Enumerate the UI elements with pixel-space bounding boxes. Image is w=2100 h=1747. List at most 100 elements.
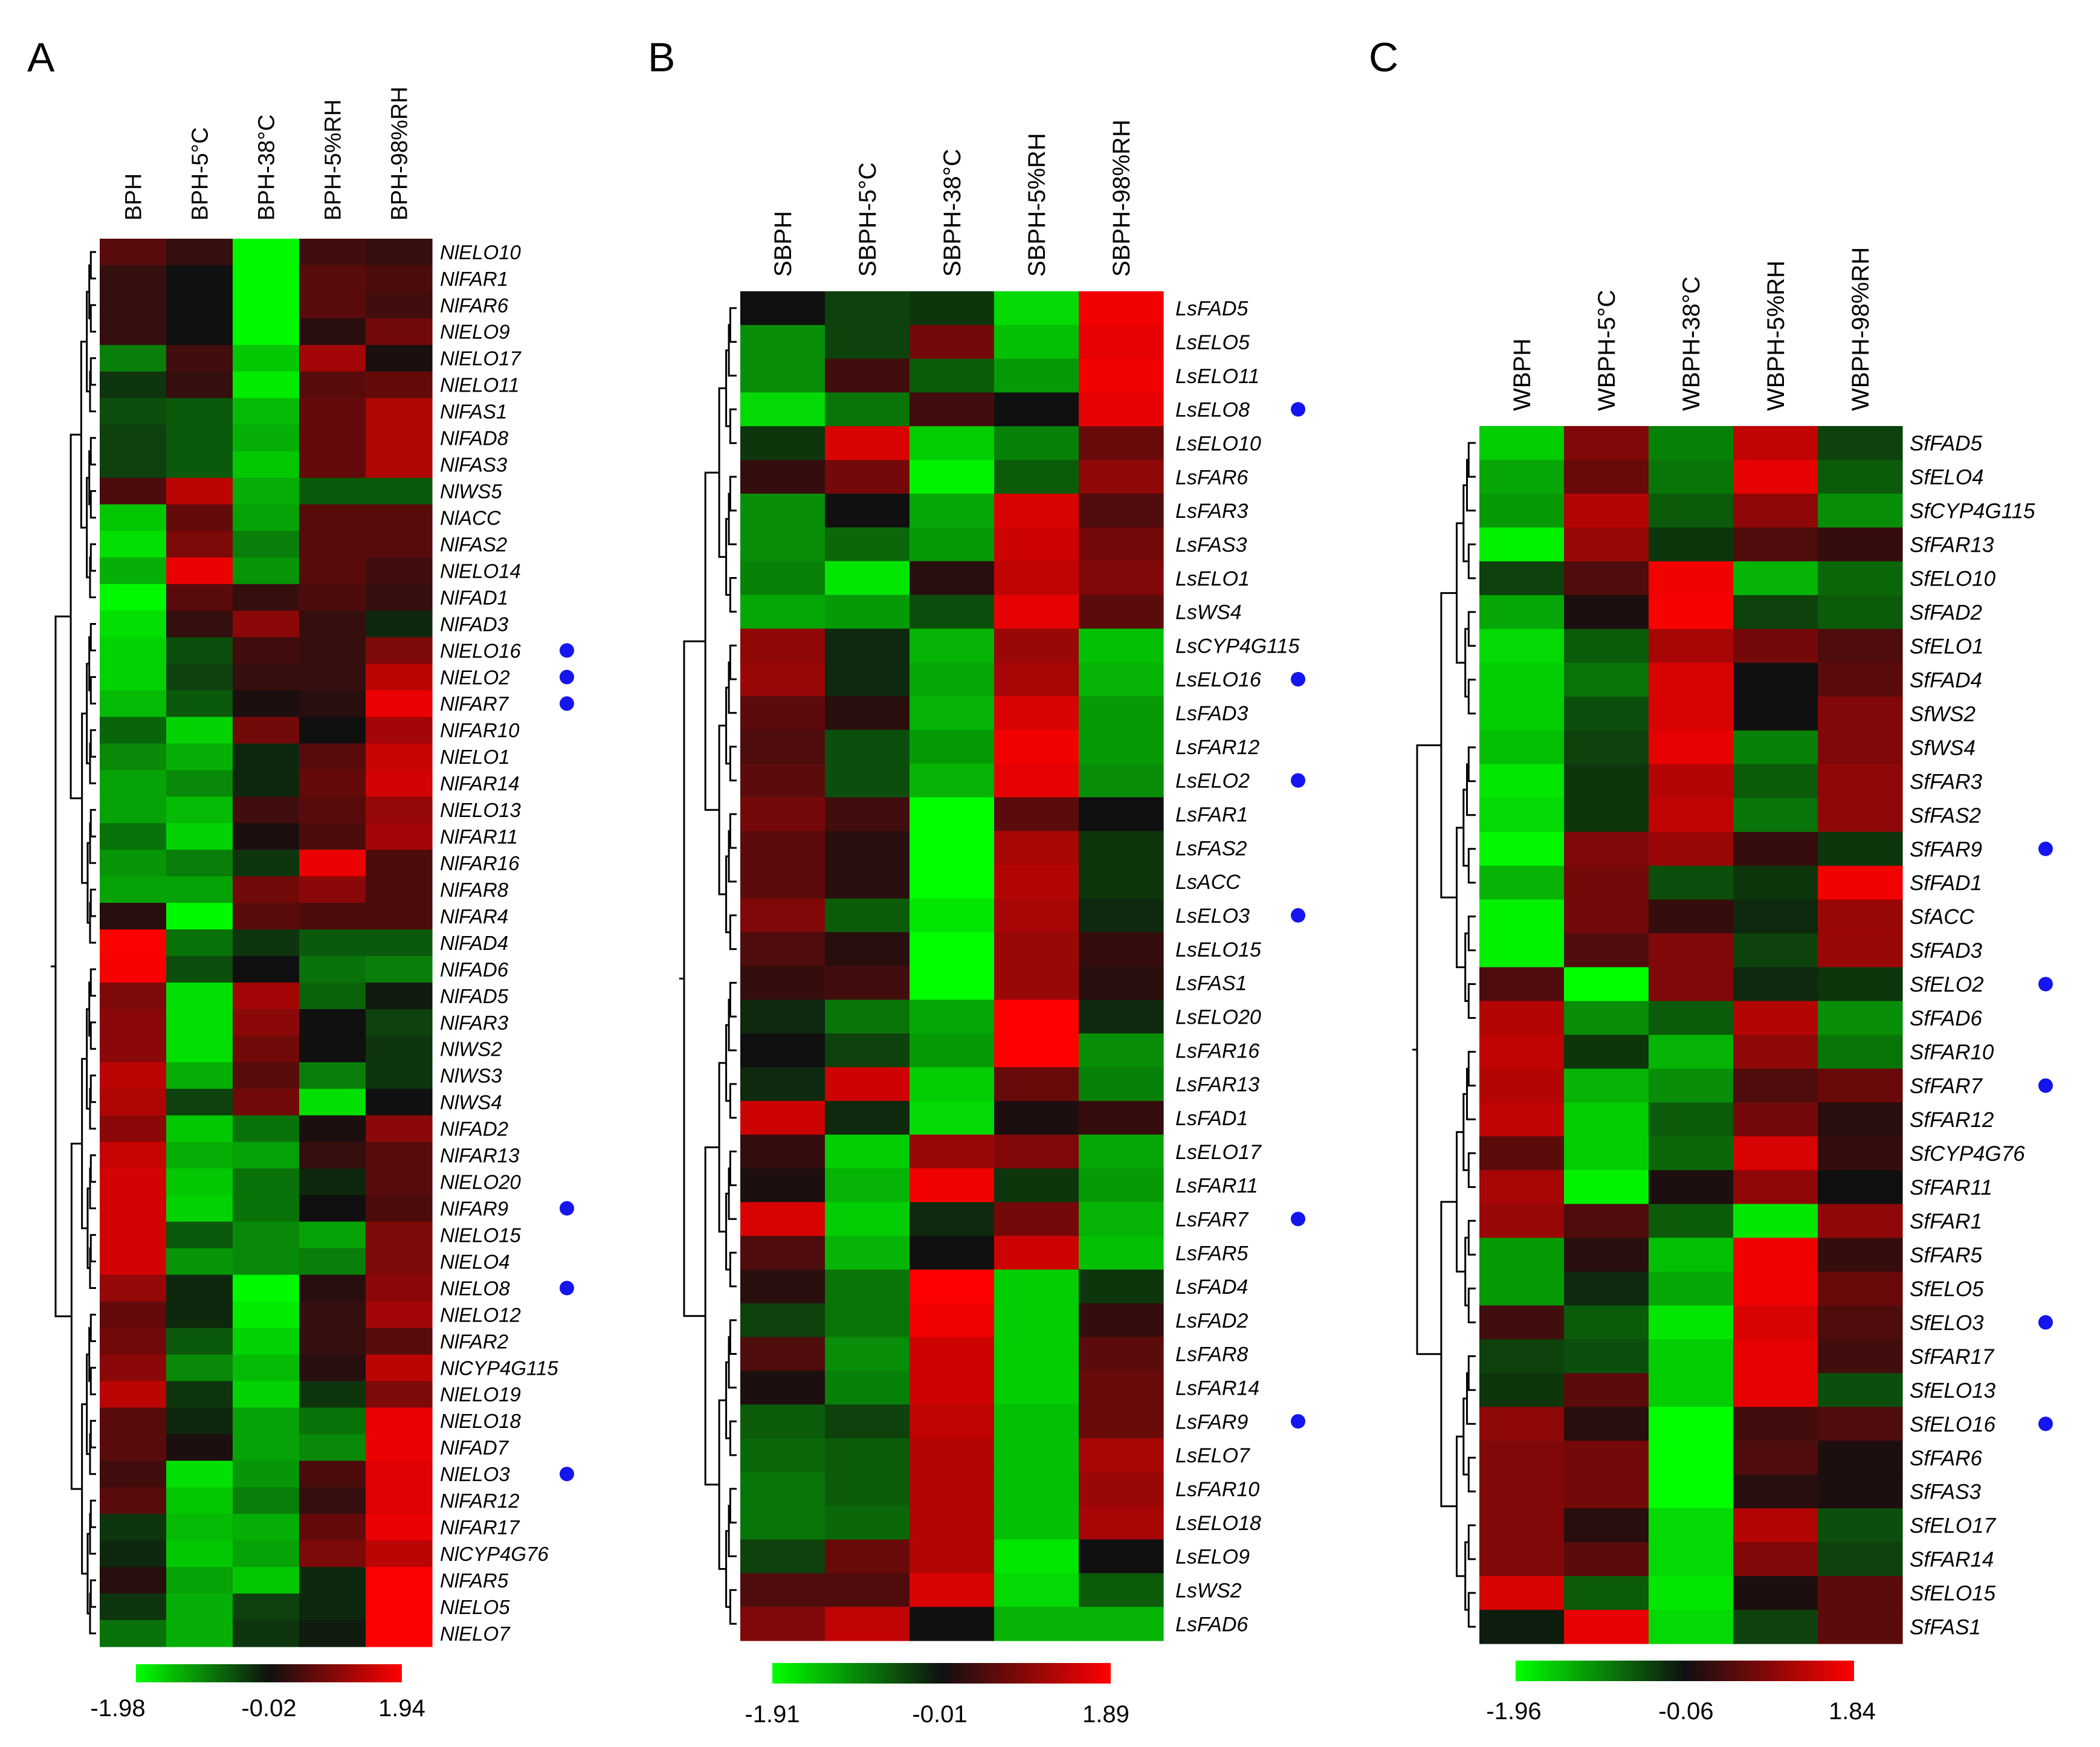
heatmap-cell — [1733, 527, 1818, 562]
heatmap-cell — [825, 1100, 910, 1135]
row-label: LsELO5 — [1175, 331, 1250, 354]
panel-b-legend-mid: -0.01 — [912, 1701, 967, 1728]
heatmap-cell — [233, 291, 300, 319]
row-label: NlFAD2 — [440, 1118, 508, 1140]
heatmap-cell — [299, 477, 366, 505]
heatmap-cell — [994, 1134, 1079, 1169]
heatmap-cell — [1649, 1102, 1734, 1137]
heatmap-cell — [233, 1434, 300, 1461]
heatmap-cell — [299, 371, 366, 399]
heatmap-cell — [366, 1381, 433, 1408]
heatmap-cell — [1079, 1404, 1164, 1439]
row-label: NlELO15 — [440, 1224, 522, 1247]
heatmap-cell — [366, 1514, 433, 1541]
heatmap-cell — [740, 493, 825, 528]
heatmap-cell — [299, 796, 366, 824]
heatmap-cell — [166, 557, 233, 585]
row-label: LsFAR7 — [1175, 1208, 1249, 1231]
heatmap-cell — [740, 1033, 825, 1068]
heatmap-cell — [1079, 1539, 1164, 1574]
heatmap-cell — [366, 1195, 433, 1222]
heatmap-cell — [299, 1115, 366, 1143]
row-label: NlFAR11 — [440, 825, 518, 848]
heatmap-cell — [299, 1487, 366, 1514]
heatmap-cell — [366, 929, 433, 957]
dendrogram-branch — [89, 623, 96, 651]
heatmap-cell — [909, 1438, 995, 1473]
heatmap-cell — [825, 291, 910, 326]
marker-dot — [2038, 977, 2053, 992]
heatmap-cell — [1479, 967, 1565, 1002]
heatmap-cell — [994, 1505, 1079, 1540]
panel-c: C WBPH WBPH-5°C WBPH-38°C WBPH-5%RH WBPH-98%… — [1369, 34, 2053, 1725]
row-label: LsFAD5 — [1175, 297, 1248, 320]
panel-a-label: A — [27, 34, 55, 80]
heatmap-cell — [100, 1434, 167, 1461]
heatmap-cell — [994, 797, 1079, 832]
heatmap-cell — [825, 1236, 910, 1270]
panel-a-markers — [560, 643, 574, 1482]
heatmap-cell — [1564, 628, 1649, 664]
heatmap-cell — [1818, 967, 1903, 1002]
heatmap-cell — [1479, 1576, 1565, 1610]
heatmap-cell — [994, 898, 1079, 933]
heatmap-cell — [166, 1407, 233, 1435]
dendrogram-branch — [89, 543, 96, 572]
heatmap-cell — [233, 1274, 300, 1302]
dendrogram-branch — [1416, 744, 1441, 1355]
heatmap-cell — [233, 876, 300, 903]
heatmap-cell — [825, 1607, 910, 1641]
heatmap-cell — [233, 850, 300, 877]
heatmap-cell — [909, 1168, 995, 1203]
heatmap-cell — [1079, 628, 1164, 663]
heatmap-cell — [366, 743, 433, 770]
dendrogram-branch — [1467, 848, 1476, 884]
heatmap-cell — [1564, 1542, 1649, 1577]
row-label: LsELO2 — [1175, 770, 1250, 793]
heatmap-cell — [1733, 1035, 1818, 1070]
dendrogram-branch — [1467, 1287, 1476, 1323]
heatmap-cell — [1479, 1170, 1565, 1204]
heatmap-cell — [366, 557, 433, 585]
heatmap-cell — [366, 451, 433, 479]
heatmap-cell — [299, 929, 366, 957]
heatmap-cell — [1564, 1035, 1649, 1070]
row-label: LsFAR10 — [1175, 1478, 1259, 1501]
heatmap-cell — [1079, 1202, 1164, 1236]
heatmap-cell — [1479, 1204, 1565, 1238]
heatmap-cell — [299, 823, 366, 850]
row-label: SfFAR3 — [1910, 770, 1982, 793]
row-label: LsFAR11 — [1175, 1175, 1258, 1198]
heatmap-cell — [1818, 798, 1903, 833]
heatmap-cell — [166, 1540, 233, 1568]
heatmap-cell — [909, 595, 995, 629]
row-label: SfFAR10 — [1910, 1041, 1994, 1064]
dendrogram-branch — [1467, 1219, 1476, 1256]
heatmap-cell — [1818, 832, 1903, 867]
heatmap-cell — [366, 1009, 433, 1036]
heatmap-cell — [166, 504, 233, 532]
heatmap-cell — [1649, 1441, 1734, 1475]
heatmap-cell — [1649, 1170, 1734, 1204]
heatmap-cell — [825, 865, 910, 899]
column-label: SBPH-5%RH — [1024, 133, 1050, 277]
row-label: NlELO16 — [440, 639, 522, 662]
dendrogram-branch — [729, 1319, 737, 1355]
heatmap-cell — [1564, 1136, 1649, 1171]
row-label: NlELO4 — [440, 1250, 510, 1273]
heatmap-cell — [909, 392, 995, 427]
heatmap-cell — [100, 1088, 167, 1116]
heatmap-cell — [100, 929, 167, 957]
heatmap-cell — [233, 637, 300, 664]
heatmap-cell — [740, 1607, 825, 1641]
heatmap-cell — [1079, 493, 1164, 528]
heatmap-cell — [1479, 1339, 1565, 1374]
heatmap-cell — [233, 239, 300, 266]
heatmap-cell — [1733, 899, 1818, 934]
row-label: NlFAR9 — [440, 1198, 508, 1220]
heatmap-cell — [100, 398, 167, 425]
row-label: NlFAR14 — [440, 772, 519, 795]
heatmap-cell — [366, 1434, 433, 1461]
heatmap-cell — [1479, 1542, 1565, 1577]
heatmap-cell — [1733, 1407, 1818, 1441]
